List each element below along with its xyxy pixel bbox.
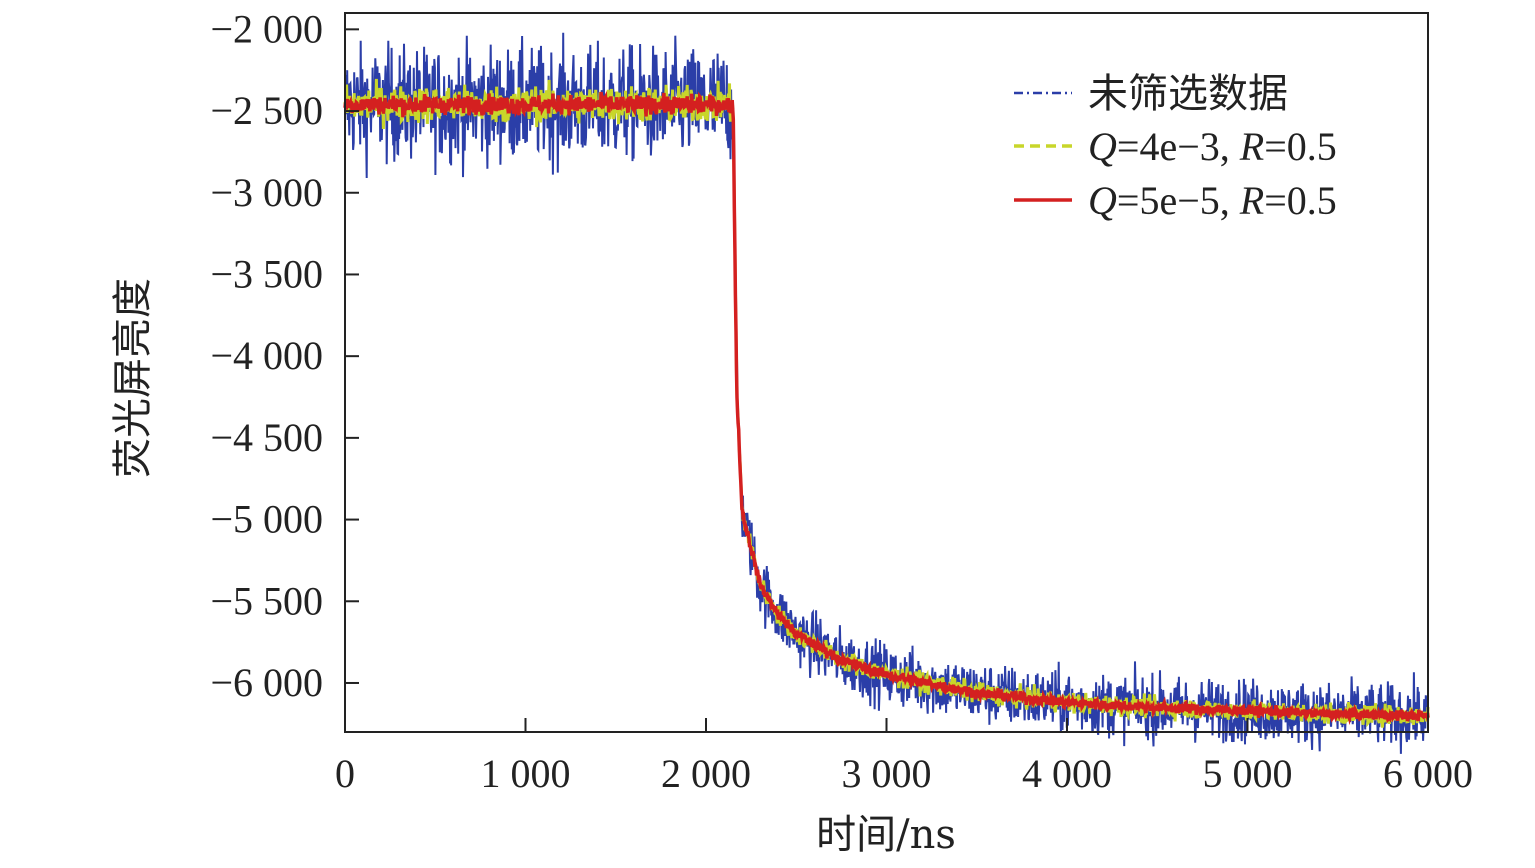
x-axis-title: 时间/ns xyxy=(816,812,956,858)
series-line-3 xyxy=(343,90,1430,726)
x-tick-label: 5 000 xyxy=(1203,751,1293,796)
y-tick-label: −4 000 xyxy=(210,333,323,378)
plot-frame xyxy=(344,12,1429,733)
x-tick-label: 1 000 xyxy=(481,751,571,796)
legend-label-2: Q=4e−3, R=0.5 xyxy=(1088,124,1337,169)
y-tick-label: −2 500 xyxy=(210,88,323,133)
x-tick-label: 6 000 xyxy=(1383,751,1473,796)
y-axis-title: 荧光屏亮度 xyxy=(110,278,156,478)
ticks-layer: 0 1 000 2 000 3 000 4 000 5 000 6 000 −2 000 −2 … xyxy=(210,6,1473,796)
x-tick-label: 4 000 xyxy=(1022,751,1112,796)
y-tick-label: −3 000 xyxy=(210,170,323,215)
legend: 未筛选数据 Q=4e−3, R=0.5 Q=5e−5, R=0.5 xyxy=(1014,71,1337,223)
y-tick-label: −3 500 xyxy=(210,251,323,296)
x-tick-label: 2 000 xyxy=(661,751,751,796)
legend-label-3: Q=5e−5, R=0.5 xyxy=(1088,178,1337,223)
series-line-2 xyxy=(343,78,1430,728)
y-tick-label: −2 000 xyxy=(210,6,323,51)
y-tick-label: −5 000 xyxy=(210,497,323,542)
x-tick-label: 0 xyxy=(335,751,355,796)
legend-label-1: 未筛选数据 xyxy=(1088,71,1288,117)
y-tick-label: −6 000 xyxy=(210,660,323,705)
y-tick-label: −4 500 xyxy=(210,415,323,460)
y-tick-label: −5 500 xyxy=(210,578,323,623)
x-tick-label: 3 000 xyxy=(842,751,932,796)
